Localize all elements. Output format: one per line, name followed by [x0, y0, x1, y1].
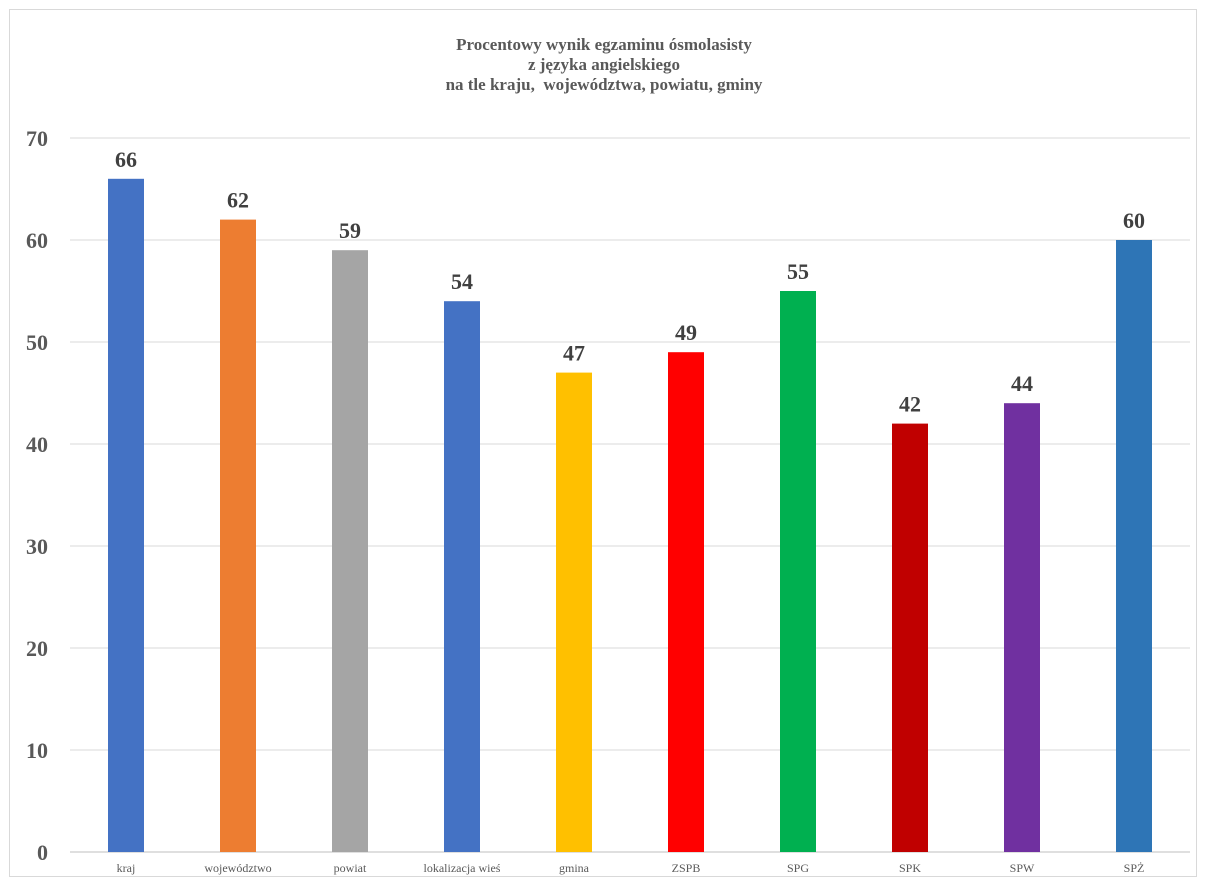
- bar: [780, 291, 816, 852]
- chart-title-line-1: Procentowy wynik egzaminu ósmolasisty: [456, 35, 752, 54]
- chart-title-line-2: z języka angielskiego: [527, 55, 681, 74]
- data-label: 42: [899, 392, 921, 417]
- data-label: 60: [1123, 208, 1145, 233]
- bar: [1116, 240, 1152, 852]
- bars: [108, 178, 1152, 853]
- y-tick-label: 40: [26, 432, 48, 457]
- x-tick-label: SPW: [1010, 861, 1035, 875]
- chart-title-line-3: na tle kraju, województwa, powiatu, gmin…: [445, 75, 763, 94]
- x-tick-label: lokalizacja wieś: [424, 861, 501, 875]
- data-label: 49: [675, 320, 697, 345]
- data-label: 47: [563, 341, 585, 366]
- x-tick-label: SPG: [787, 861, 809, 875]
- bar: [332, 250, 368, 852]
- bar: [108, 178, 144, 853]
- bar: [668, 352, 704, 852]
- x-tick-label: SPK: [899, 861, 921, 875]
- data-label: 62: [227, 188, 249, 213]
- y-tick-label: 0: [37, 840, 48, 865]
- data-label: 59: [339, 218, 361, 243]
- data-label: 66: [115, 147, 137, 172]
- y-tick-label: 10: [26, 738, 48, 763]
- chart-frame: [9, 9, 1197, 877]
- bar: [1004, 403, 1040, 852]
- data-label: 44: [1011, 371, 1033, 396]
- data-label: 55: [787, 259, 809, 284]
- chart-title: Procentowy wynik egzaminu ósmolasisty z …: [0, 35, 1208, 95]
- data-label: 54: [451, 269, 473, 294]
- bar: [220, 219, 256, 853]
- x-tick-label: gmina: [559, 861, 590, 875]
- x-tick-label: ZSPB: [672, 861, 701, 875]
- bar: [556, 372, 592, 852]
- y-tick-label: 60: [26, 228, 48, 253]
- x-tick-label: powiat: [334, 861, 367, 875]
- labels: 0 10 20 30 40 50 60 70 66 kraj 62 województwo 59 powi…: [26, 126, 1145, 875]
- x-tick-label: SPŻ: [1124, 861, 1145, 875]
- gridlines: [70, 137, 1190, 853]
- y-tick-label: 50: [26, 330, 48, 355]
- x-tick-label: kraj: [117, 861, 136, 875]
- y-tick-label: 30: [26, 534, 48, 559]
- y-tick-label: 70: [26, 126, 48, 151]
- x-tick-label: województwo: [204, 861, 271, 875]
- y-tick-label: 20: [26, 636, 48, 661]
- bar: [892, 423, 928, 852]
- bar: [444, 301, 480, 852]
